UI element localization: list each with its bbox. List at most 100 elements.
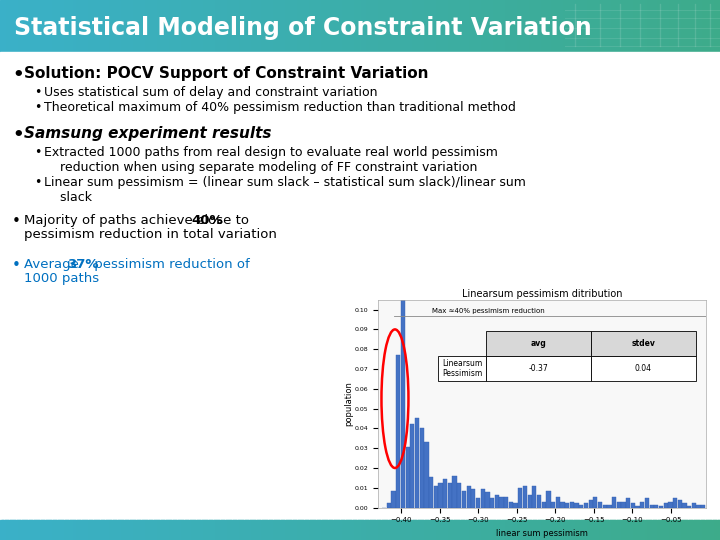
Bar xyxy=(99,520,102,540)
Bar xyxy=(151,520,155,540)
Bar xyxy=(461,520,464,540)
Bar xyxy=(631,0,634,52)
Bar xyxy=(692,503,696,508)
Bar xyxy=(701,504,706,508)
Bar xyxy=(667,520,670,540)
Bar xyxy=(199,520,202,540)
Bar xyxy=(293,520,296,540)
Bar xyxy=(689,520,692,540)
Bar xyxy=(233,0,236,52)
Bar xyxy=(70,520,73,540)
Bar xyxy=(509,502,513,508)
Bar xyxy=(319,0,323,52)
Bar xyxy=(322,520,325,540)
Bar xyxy=(185,0,188,52)
Bar xyxy=(423,0,426,52)
Bar xyxy=(454,0,457,52)
Bar xyxy=(233,520,236,540)
Bar xyxy=(194,0,198,52)
Bar xyxy=(387,503,391,508)
Bar xyxy=(101,520,104,540)
Bar xyxy=(168,520,171,540)
Bar xyxy=(113,520,116,540)
Bar xyxy=(554,0,558,52)
Bar xyxy=(50,520,54,540)
Bar xyxy=(346,520,349,540)
Bar xyxy=(326,520,330,540)
Bar xyxy=(511,0,515,52)
Bar xyxy=(91,520,94,540)
Bar xyxy=(588,520,591,540)
Bar xyxy=(185,520,188,540)
Bar xyxy=(346,0,349,52)
Bar xyxy=(274,0,277,52)
Bar xyxy=(331,520,335,540)
Bar xyxy=(547,520,551,540)
Bar xyxy=(629,520,632,540)
Bar xyxy=(684,0,688,52)
X-axis label: linear sum pessimism: linear sum pessimism xyxy=(496,529,588,538)
Bar xyxy=(360,520,364,540)
Text: Max ≈40% pessimism reduction: Max ≈40% pessimism reduction xyxy=(432,308,545,314)
Bar xyxy=(603,520,606,540)
Bar xyxy=(288,0,292,52)
Bar xyxy=(0,520,4,540)
Bar xyxy=(410,424,415,508)
Bar xyxy=(197,520,200,540)
Bar xyxy=(135,520,138,540)
Bar xyxy=(437,0,440,52)
Bar xyxy=(74,0,78,52)
Text: 37%: 37% xyxy=(67,258,99,271)
Bar xyxy=(252,520,256,540)
Bar xyxy=(466,520,469,540)
Bar xyxy=(245,0,248,52)
Bar xyxy=(595,0,598,52)
Bar xyxy=(564,0,567,52)
Bar xyxy=(297,0,301,52)
Bar xyxy=(187,0,191,52)
Bar xyxy=(513,0,517,52)
Bar xyxy=(180,520,184,540)
Bar xyxy=(115,0,119,52)
Bar xyxy=(554,520,558,540)
Bar xyxy=(470,0,474,52)
Text: 40%: 40% xyxy=(191,214,222,227)
Bar xyxy=(392,491,396,508)
Bar xyxy=(391,0,395,52)
Text: •: • xyxy=(12,126,24,144)
Bar xyxy=(403,0,407,52)
Bar xyxy=(297,520,301,540)
Bar xyxy=(401,520,404,540)
Bar xyxy=(94,520,97,540)
Bar xyxy=(499,520,503,540)
Bar xyxy=(639,520,642,540)
Bar xyxy=(286,520,289,540)
Bar xyxy=(564,520,567,540)
Bar xyxy=(341,520,344,540)
Bar xyxy=(228,0,231,52)
Bar xyxy=(72,0,76,52)
Bar xyxy=(423,520,426,540)
Bar xyxy=(403,520,407,540)
Bar xyxy=(182,520,186,540)
Bar xyxy=(264,0,267,52)
Bar xyxy=(130,0,133,52)
Bar xyxy=(583,0,587,52)
Bar xyxy=(146,520,150,540)
Bar xyxy=(324,0,328,52)
Bar xyxy=(45,0,49,52)
Text: Extracted 1000 paths from real design to evaluate real world pessimism
    reduc: Extracted 1000 paths from real design to… xyxy=(44,146,498,174)
Bar xyxy=(228,520,231,540)
Bar xyxy=(110,520,114,540)
Bar xyxy=(77,520,80,540)
Bar xyxy=(444,520,447,540)
Bar xyxy=(41,0,44,52)
Bar xyxy=(53,520,56,540)
Bar xyxy=(132,0,135,52)
Bar xyxy=(485,0,488,52)
Bar xyxy=(693,0,697,52)
Bar xyxy=(518,0,522,52)
Bar xyxy=(74,520,78,540)
Bar xyxy=(686,520,690,540)
Bar xyxy=(387,0,390,52)
